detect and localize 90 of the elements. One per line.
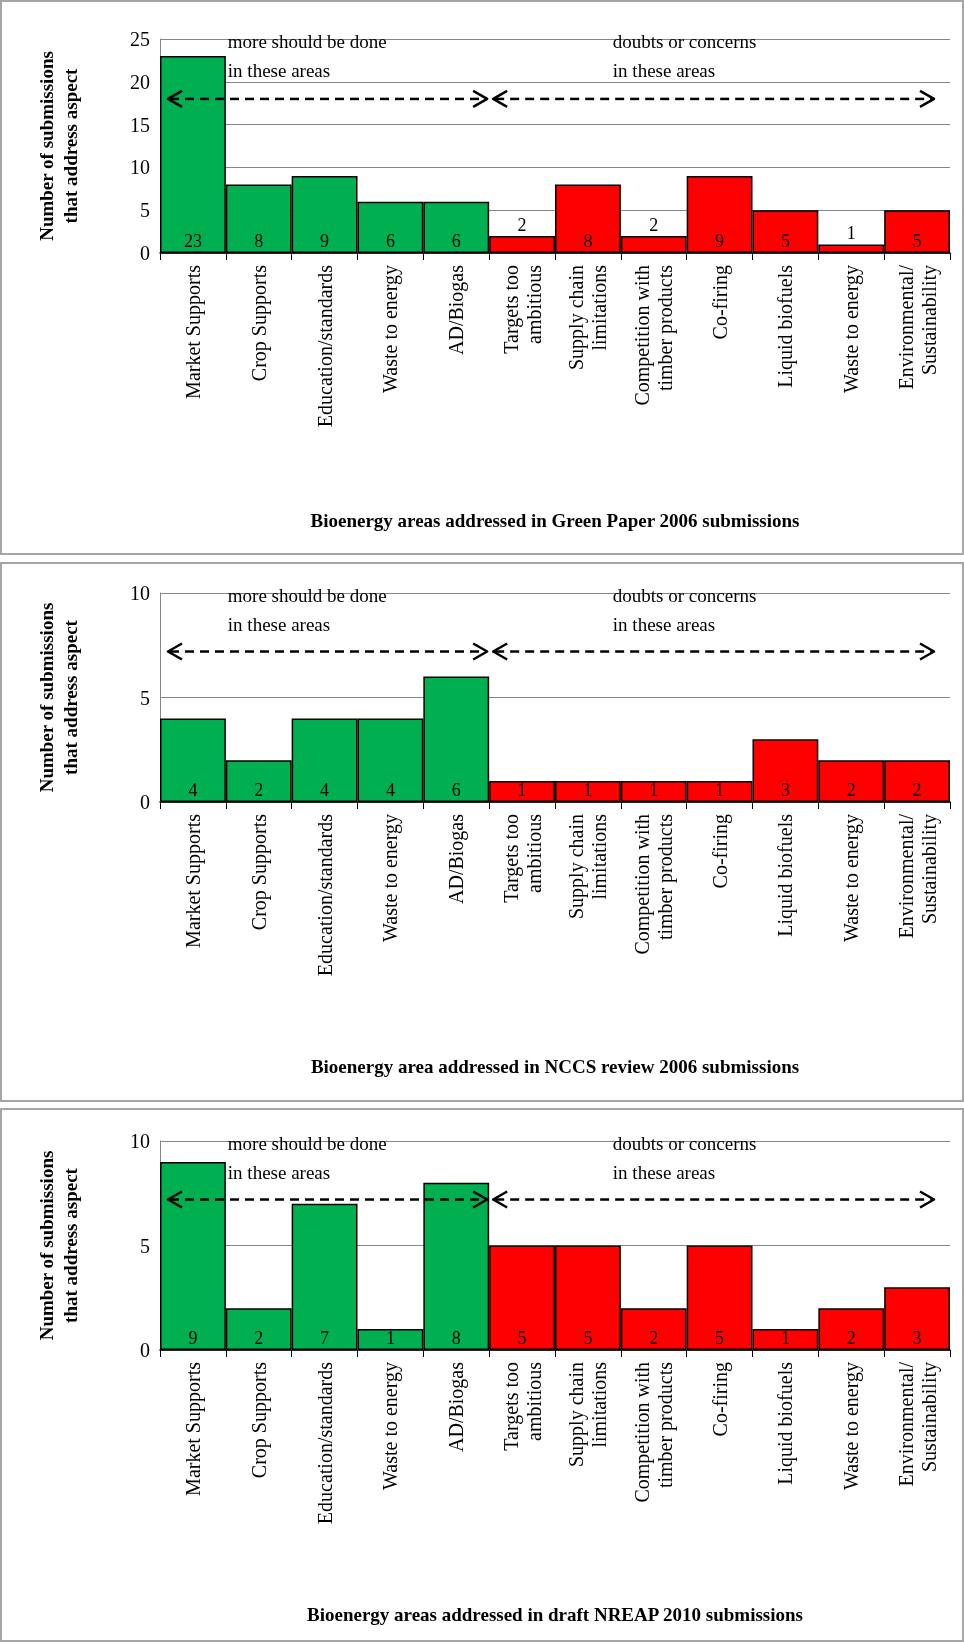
data-label: 6: [451, 231, 461, 251]
y-axis-title: Number of submissions that address aspect: [35, 51, 81, 241]
data-label: 1: [385, 1328, 395, 1348]
x-tick-label: Crop Supports: [247, 1361, 271, 1479]
data-label: 1: [780, 1328, 790, 1348]
data-label: 8: [583, 231, 593, 251]
x-tick-label: Targets too ambitious: [499, 813, 545, 903]
data-label: 4: [320, 780, 330, 800]
x-tick-label: Market Supports: [181, 813, 205, 948]
data-label: 1: [715, 780, 725, 800]
x-tick-label: Liquid biofuels: [774, 264, 798, 388]
data-label: 5: [517, 1328, 527, 1348]
data-label: 1: [517, 780, 527, 800]
data-label: 1: [583, 780, 593, 800]
x-tick-label: Waste to energy: [840, 1362, 864, 1490]
y-tick-label: 0: [140, 1339, 150, 1361]
annotation: doubts or concerns in these areas: [612, 585, 757, 635]
data-label: 4: [188, 780, 198, 800]
annotation: more should be done in these areas: [227, 31, 387, 81]
data-label: 23: [183, 231, 202, 251]
x-tick-label: Education/standards: [313, 264, 336, 428]
x-tick-label: Waste to energy: [840, 265, 864, 393]
x-tick-label: Targets too ambitious: [499, 1361, 545, 1451]
data-label: 3: [912, 1328, 922, 1348]
x-tick-label: Environmental/ Sustainability: [894, 1361, 941, 1487]
data-label: 5: [583, 1328, 593, 1348]
data-label: 2: [254, 1328, 264, 1348]
y-tick-label: 10: [130, 156, 150, 179]
data-label: 2: [517, 214, 527, 235]
data-label: 2: [649, 1328, 659, 1348]
data-label: 2: [912, 780, 922, 800]
x-tick-label: Co-firing: [708, 1362, 732, 1437]
data-label: 2: [846, 780, 856, 800]
data-label: 3: [780, 780, 790, 800]
y-tick-label: 10: [130, 1130, 150, 1152]
x-tick-label: Co-firing: [708, 814, 732, 889]
x-tick-label: AD/Biogas: [445, 264, 469, 355]
y-axis-title: Number of submissions that address aspect: [35, 602, 81, 793]
data-label: 1: [649, 780, 659, 800]
y-tick-label: 20: [130, 70, 150, 93]
data-label: 5: [912, 231, 922, 251]
y-tick-label: 5: [140, 199, 150, 222]
y-tick-label: 5: [140, 1234, 150, 1257]
x-tick-label: Education/standards: [313, 1361, 336, 1525]
x-tick-label: Market Supports: [181, 1361, 205, 1496]
x-tick-label: Crop Supports: [247, 264, 271, 382]
data-label: 5: [715, 1328, 725, 1348]
data-label: 5: [780, 231, 790, 251]
data-label: 6: [385, 231, 395, 251]
x-tick-label: Environmental/ Sustainability: [894, 264, 941, 390]
data-label: 8: [254, 231, 264, 251]
y-axis-title: Number of submissions that address aspect: [35, 1150, 81, 1341]
x-tick-label: Co-firing: [708, 265, 732, 340]
data-label: 9: [188, 1328, 198, 1348]
data-label: 2: [649, 214, 659, 235]
data-label: 1: [846, 223, 856, 244]
x-tick-label: Environmental/ Sustainability: [894, 813, 941, 939]
x-tick-label: Market Supports: [181, 264, 205, 399]
x-tick-label: Waste to energy: [379, 814, 403, 942]
data-label: 8: [451, 1328, 461, 1348]
y-tick-label: 10: [130, 582, 150, 604]
y-tick-label: 0: [140, 791, 150, 813]
data-label: 9: [320, 231, 330, 251]
x-tick-label: AD/Biogas: [445, 1361, 469, 1452]
annotation: doubts or concerns in these areas: [612, 1133, 757, 1183]
x-tick-label: Waste to energy: [840, 814, 864, 942]
data-label: 9: [715, 231, 725, 251]
y-tick-label: 5: [140, 686, 150, 709]
annotation: more should be done in these areas: [227, 585, 387, 635]
data-label: 4: [385, 780, 395, 800]
y-tick-label: 25: [130, 28, 150, 50]
data-label: 2: [846, 1328, 856, 1348]
x-tick-label: Liquid biofuels: [774, 1361, 798, 1485]
x-tick-label: Education/standards: [313, 813, 336, 977]
x-tick-label: AD/Biogas: [445, 813, 469, 904]
y-tick-label: 0: [140, 242, 150, 264]
x-axis-title: Bioenergy areas addressed in draft NREAP 2010 submissions: [307, 1604, 803, 1625]
data-label: 6: [451, 780, 461, 800]
data-label: 7: [320, 1328, 330, 1348]
data-label: 2: [254, 780, 264, 800]
annotation: doubts or concerns in these areas: [612, 31, 757, 81]
y-tick-label: 15: [130, 113, 150, 136]
x-tick-label: Targets too ambitious: [499, 264, 545, 354]
annotation: more should be done in these areas: [227, 1133, 387, 1183]
x-axis-title: Bioenergy areas addressed in Green Paper 2006 submissions: [310, 510, 800, 531]
x-tick-label: Waste to energy: [379, 265, 403, 393]
x-axis-title: Bioenergy area addressed in NCCS review 2006 submissions: [310, 1056, 800, 1077]
x-tick-label: Crop Supports: [247, 813, 271, 931]
x-tick-label: Liquid biofuels: [774, 813, 798, 937]
x-tick-label: Waste to energy: [379, 1362, 403, 1490]
